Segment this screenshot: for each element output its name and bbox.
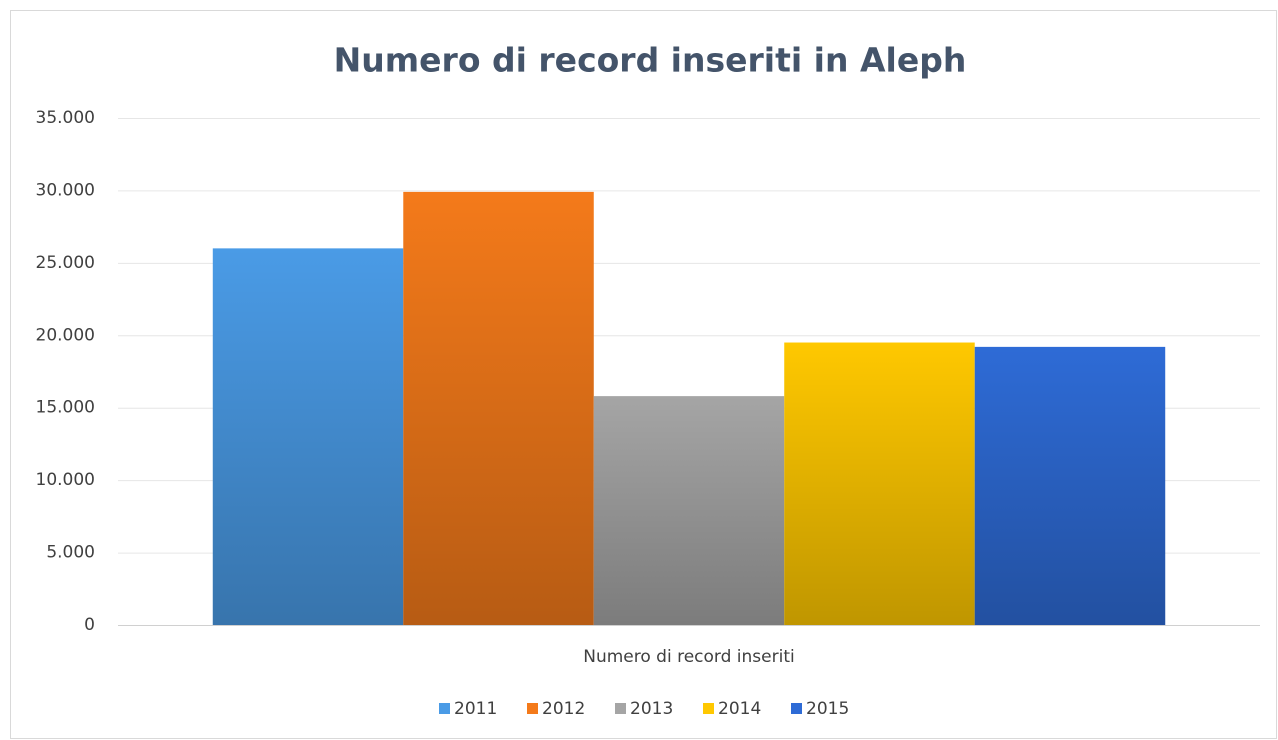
legend-label: 2014	[718, 699, 761, 719]
legend-label: 2015	[806, 699, 849, 719]
legend-swatch	[615, 703, 626, 714]
y-tick-label: 10.000	[36, 470, 95, 490]
y-tick-label: 20.000	[36, 325, 95, 345]
legend-swatch	[527, 703, 538, 714]
bar-shade	[212, 248, 404, 625]
bar-shade	[784, 342, 975, 625]
y-tick-label: 30.000	[36, 180, 95, 200]
legend-label: 2012	[542, 699, 585, 719]
legend-swatch	[791, 703, 802, 714]
y-tick-label: 25.000	[36, 253, 95, 273]
bar-shade	[593, 396, 785, 625]
legend-label: 2011	[454, 699, 497, 719]
legend-label: 2013	[630, 699, 673, 719]
y-tick-label: 0	[84, 615, 95, 635]
bar-shade	[974, 346, 1166, 625]
legend-swatch	[703, 703, 714, 714]
legend-swatch	[439, 703, 450, 714]
y-tick-label: 35.000	[36, 108, 95, 128]
x-tick-label: Numero di record inseriti	[583, 647, 794, 667]
y-tick-label: 15.000	[36, 398, 95, 418]
bar-shade	[403, 191, 594, 625]
chart-title: Numero di record inseriti in Aleph	[334, 41, 967, 80]
y-tick-label: 5.000	[46, 543, 95, 563]
